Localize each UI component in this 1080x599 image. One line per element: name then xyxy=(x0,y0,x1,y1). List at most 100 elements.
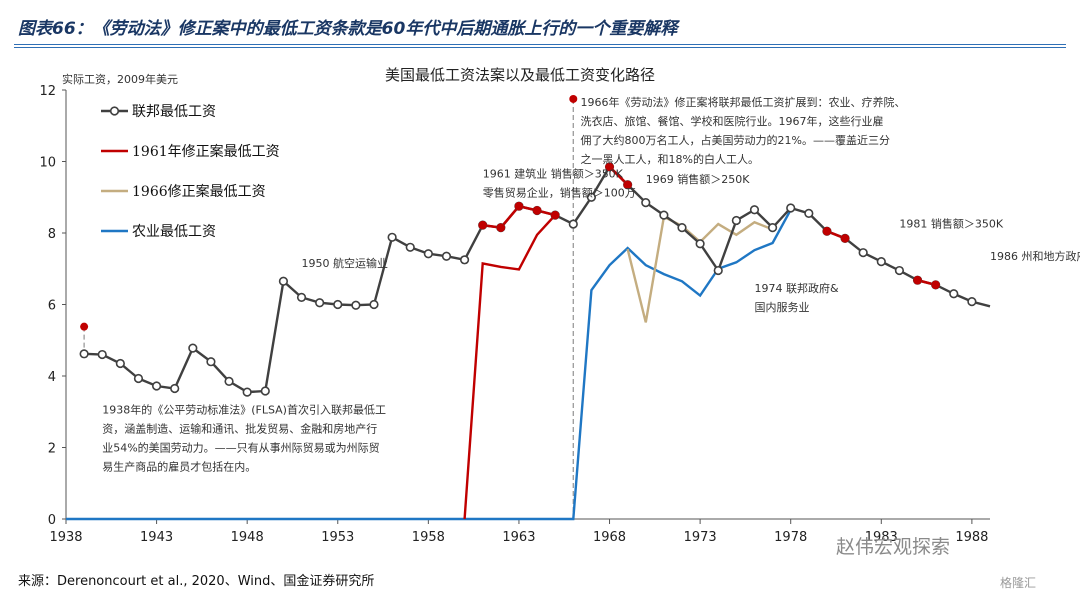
data-point-federal xyxy=(405,242,415,252)
x-tick-label: 1963 xyxy=(502,530,535,545)
data-point-federal xyxy=(97,349,107,360)
x-tick-label: 1953 xyxy=(321,530,354,545)
annotation-text: 1969 销售额＞250K xyxy=(646,172,750,186)
legend-label: 农业最低工资 xyxy=(132,224,216,240)
legend-label: 1966修正案最低工资 xyxy=(132,183,266,200)
data-point-federal xyxy=(858,248,868,258)
y-tick-label: 6 xyxy=(48,299,56,314)
annotation-text: 资，涵盖制造、运输和通讯、批发贸易、金融和房地产行 xyxy=(102,422,377,436)
title-rule xyxy=(14,44,1066,45)
data-point-federal xyxy=(441,251,452,261)
annotation-text: 佣了大约800万名工人，占美国劳动力的21%。——覆盖近三分 xyxy=(581,133,890,147)
data-point-federal xyxy=(767,223,778,233)
x-tick-label: 1983 xyxy=(865,530,898,545)
data-point-federal xyxy=(713,265,723,276)
data-point-highlight xyxy=(623,180,632,190)
watermark: 赵伟宏观探索 xyxy=(836,536,951,558)
annotation-text: 1966年《劳动法》修正案将联邦最低工资扩展到：农业、疗养院、 xyxy=(581,95,906,109)
annotation-text: 国内服务业 xyxy=(754,300,809,314)
data-point-federal xyxy=(224,376,234,386)
data-point-highlight xyxy=(514,201,524,211)
data-point-federal xyxy=(876,257,886,267)
legend-marker xyxy=(109,106,120,116)
series-line-federal xyxy=(84,164,991,394)
series-layer xyxy=(66,94,991,521)
x-tick-label: 1938 xyxy=(49,530,82,545)
annotation-text: 1950 航空运输业 xyxy=(302,256,389,270)
annotation-text: 业54%的美国劳动力。——只有从事州际贸易或为州际贸 xyxy=(102,441,379,455)
data-point-highlight xyxy=(931,280,940,290)
data-point-federal xyxy=(894,265,905,276)
data-point-federal xyxy=(586,192,597,202)
data-point-federal xyxy=(695,239,705,249)
data-point-federal xyxy=(188,343,198,353)
series-line-1966-amendment xyxy=(626,215,774,323)
annotation-text: 洗衣店、旅馆、餐馆、学校和医院行业。1967年，这些行业雇 xyxy=(581,114,884,128)
annotation-layer: 1950 航空运输业 1961 建筑业 销售额＞350K 零售贸易企业，销售额＞10… xyxy=(102,95,1080,473)
x-tick-label: 1958 xyxy=(412,530,445,545)
annotation-text: 易生产商品的雇员才包括在内。 xyxy=(102,460,256,474)
x-tick-label: 1948 xyxy=(231,530,264,545)
data-point-federal xyxy=(333,299,343,310)
x-tick-label: 1968 xyxy=(593,530,626,545)
annotation-text: 之一黑人工人，和18%的白人工人。 xyxy=(581,152,759,166)
data-point-federal xyxy=(967,297,977,307)
data-point-federal xyxy=(641,198,651,208)
series-line-agriculture xyxy=(66,209,792,521)
annotation-text: 1974 联邦政府& xyxy=(754,281,838,295)
data-point-federal xyxy=(677,223,687,233)
x-tick-label: 1973 xyxy=(684,530,717,545)
data-point-federal xyxy=(369,299,379,310)
data-point-federal xyxy=(151,381,162,391)
y-tick-label: 12 xyxy=(39,84,56,99)
x-tick-label: 1988 xyxy=(955,530,988,545)
data-point-federal xyxy=(804,208,814,218)
data-point-highlight xyxy=(913,275,922,285)
data-point-federal xyxy=(949,289,959,299)
y-tick-label: 8 xyxy=(48,227,56,242)
series-line-1961-amendment xyxy=(463,214,557,520)
y-tick-label: 0 xyxy=(48,513,56,528)
data-point-federal xyxy=(206,357,216,367)
milestone-marker xyxy=(80,322,89,331)
data-point-federal xyxy=(387,232,397,242)
data-point-federal xyxy=(786,203,796,213)
figure-title: 图表66：《劳动法》修正案中的最低工资条款是60年代中后期通胀上行的一个重要解释 xyxy=(18,19,678,39)
annotation-text: 零售贸易企业，销售额＞100万 xyxy=(483,186,636,200)
y-tick-label: 4 xyxy=(48,370,56,385)
y-tick-label: 2 xyxy=(48,442,56,457)
milestone-marker xyxy=(569,94,578,103)
x-tick-label: 1978 xyxy=(774,530,807,545)
data-point-federal xyxy=(749,205,760,215)
annotation-text: 1981 销售额＞350K xyxy=(899,217,1003,231)
data-point-highlight xyxy=(822,226,832,236)
logo-text: 格隆汇 xyxy=(1000,576,1037,590)
data-point-federal xyxy=(351,300,361,310)
data-point-highlight xyxy=(532,206,542,215)
chart-title: 美国最低工资法案以及最低工资变化路径 xyxy=(385,66,655,84)
data-point-highlight xyxy=(496,223,506,232)
data-point-highlight xyxy=(840,234,850,243)
data-point-highlight xyxy=(478,220,488,230)
annotation-text: 1986 州和地方政府 xyxy=(990,249,1080,263)
data-point-federal xyxy=(133,373,144,384)
data-point-federal xyxy=(659,210,669,220)
chart-axes: 0 2 4 6 8 10 12 1938 1943 1948 1953 1958 1963 1968 197… xyxy=(39,84,990,545)
data-point-federal xyxy=(315,298,325,308)
data-point-federal xyxy=(115,358,125,369)
data-point-federal xyxy=(423,249,433,259)
legend-label: 联邦最低工资 xyxy=(132,104,216,120)
source-note: 来源：Derenoncourt et al., 2020、Wind、国金证券研究… xyxy=(18,574,375,589)
y-axis-label: 实际工资，2009年美元 xyxy=(62,72,178,86)
data-point-federal xyxy=(79,349,89,359)
data-point-highlight xyxy=(550,210,560,220)
data-point-federal xyxy=(242,387,252,397)
data-point-federal xyxy=(170,383,180,394)
data-point-federal xyxy=(459,255,470,265)
data-point-federal xyxy=(731,215,741,226)
legend-label: 1961年修正案最低工资 xyxy=(132,143,280,160)
data-point-federal xyxy=(296,292,307,302)
x-tick-label: 1943 xyxy=(140,530,173,545)
